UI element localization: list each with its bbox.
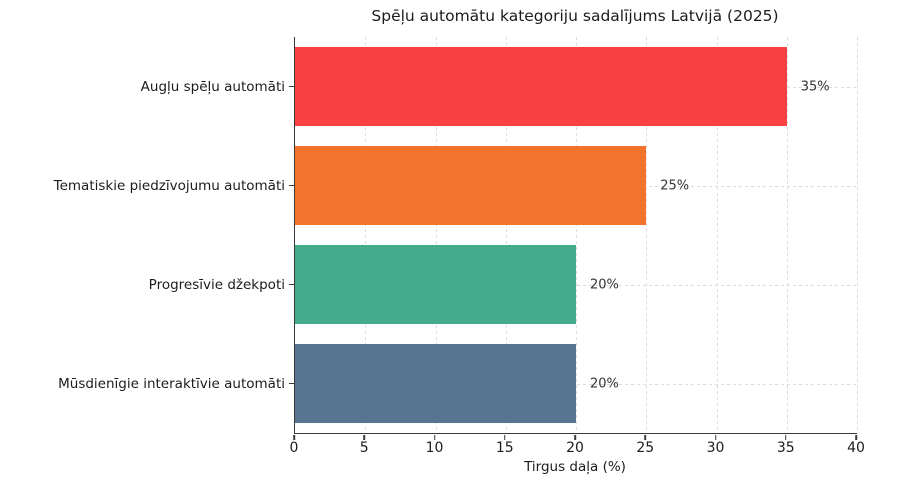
x-tick-mark [574, 434, 576, 440]
x-tick-mark [433, 434, 436, 440]
gridline-vertical [646, 37, 648, 433]
x-tick-mark [784, 434, 787, 440]
y-tick-label: Augļu spēļu automāti [140, 78, 285, 95]
plot-area: 35% 25% 20% 20% [294, 37, 858, 434]
bar [295, 244, 576, 325]
x-tick-label: 15 [495, 440, 514, 456]
x-tick-label: 20 [566, 440, 584, 456]
gridline-vertical [435, 37, 437, 433]
y-tick-mark [289, 382, 294, 385]
y-tick-label: Mūsdienīgie interaktīvie automāti [58, 375, 285, 392]
gridline-vertical [786, 37, 788, 433]
chart-title: Spēļu automātu kategoriju sadalījums Lat… [371, 7, 779, 25]
gridline-vertical [857, 37, 858, 433]
gridline-vertical [365, 37, 367, 433]
bar-value-label: 35% [800, 79, 830, 94]
x-tick-label: 40 [847, 440, 865, 456]
gridline-vertical [716, 37, 718, 433]
x-tick-label: 35 [776, 440, 795, 456]
bar [295, 343, 576, 424]
gridline-horizontal [295, 383, 857, 385]
x-tick-mark [363, 434, 366, 440]
x-tick-label: 0 [289, 440, 299, 456]
x-tick-label: 30 [706, 440, 725, 456]
x-tick-mark [503, 434, 506, 440]
y-tick-mark [289, 283, 294, 286]
x-axis-title: Tirgus daļa (%) [524, 459, 626, 475]
x-tick-mark [644, 434, 647, 440]
x-tick-mark [714, 434, 717, 440]
bar-value-label: 20% [590, 277, 619, 292]
bar-value-label: 20% [590, 376, 619, 391]
x-tick-mark [855, 434, 857, 440]
gridline-vertical [505, 37, 507, 433]
bar [295, 145, 647, 226]
x-tick-label: 25 [636, 440, 655, 456]
y-tick-mark [289, 85, 294, 88]
bar-value-label: 25% [660, 178, 690, 193]
gridline-horizontal [295, 284, 857, 286]
y-tick-label: Tematiskie piedzīvojumu automāti [53, 177, 285, 194]
y-tick-label: Progresīvie džekpoti [148, 276, 285, 293]
bar [295, 46, 787, 127]
x-tick-label: 10 [425, 440, 444, 456]
x-tick-label: 5 [359, 440, 369, 456]
x-tick-mark [293, 434, 295, 440]
gridline-vertical [576, 37, 577, 433]
y-tick-mark [289, 184, 294, 187]
